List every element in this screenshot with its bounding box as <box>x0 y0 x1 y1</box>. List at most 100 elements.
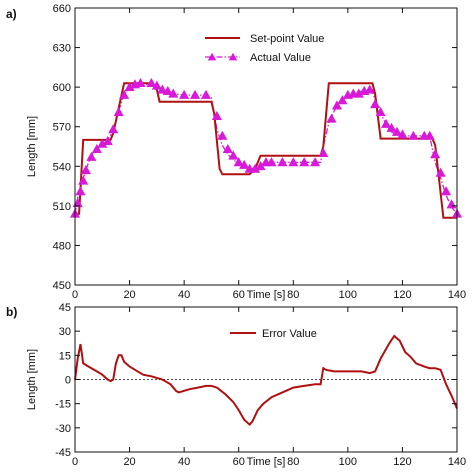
legend-marker-actual <box>228 52 238 61</box>
data-point-actual <box>233 157 244 167</box>
data-point-actual <box>430 149 441 159</box>
x-tick-label: 40 <box>178 456 190 468</box>
data-point-actual <box>91 143 102 153</box>
data-point-actual <box>162 85 173 95</box>
y-tick-label: 45 <box>59 302 71 314</box>
data-point-actual <box>86 151 97 161</box>
data-point-actual <box>441 186 452 196</box>
x-tick-label: 20 <box>123 456 135 468</box>
data-point-actual <box>370 99 381 109</box>
data-point-actual <box>397 129 408 139</box>
data-point-actual <box>179 89 190 99</box>
panel-b-y-axis-label: Length [mm] <box>26 349 38 410</box>
panel-a-x-ticks: 0 20 40 60 80 100 120 140 <box>72 8 466 301</box>
data-point-actual <box>386 122 397 132</box>
x-tick-label: 80 <box>287 289 299 301</box>
legend-label-actual: Actual Value <box>250 52 311 64</box>
y-tick-label: -45 <box>55 447 71 459</box>
x-tick-label: 40 <box>178 289 190 301</box>
x-tick-label: 0 <box>72 456 78 468</box>
data-point-actual <box>108 124 119 134</box>
data-point-actual <box>337 95 348 105</box>
panel-b-x-axis-label: Time [s] <box>247 456 286 468</box>
legend-marker-actual <box>207 52 217 61</box>
data-point-actual <box>75 186 86 196</box>
data-point-actual <box>135 77 146 88</box>
data-point-actual <box>119 89 130 99</box>
data-point-actual <box>381 118 392 128</box>
data-point-actual <box>200 89 212 99</box>
data-point-actual <box>326 113 337 123</box>
data-point-actual <box>318 147 329 157</box>
x-tick-label: 60 <box>233 289 245 301</box>
panel-a-frame <box>74 7 458 286</box>
x-tick-label: 120 <box>393 456 411 468</box>
data-point-actual <box>391 126 403 136</box>
panel-b-plot-area <box>74 334 458 427</box>
y-tick-label: 630 <box>53 43 71 55</box>
panel-a-y-ticks: 450 480 510 540 570 600 630 660 <box>53 3 457 292</box>
y-tick-label: 600 <box>53 82 71 94</box>
panel-b-legend: Error Value <box>230 328 317 340</box>
data-point-actual <box>72 197 83 208</box>
data-point-actual <box>222 143 233 153</box>
panel-b-label: b) <box>6 305 17 319</box>
y-tick-label: 510 <box>53 201 71 213</box>
panel-b-x-ticks: 0 20 40 60 80 100 120 140 <box>72 307 466 468</box>
data-point-actual <box>375 106 386 117</box>
y-tick-label: 15 <box>59 350 71 362</box>
data-point-actual <box>102 135 113 146</box>
data-point-actual <box>424 130 435 140</box>
y-tick-label: 540 <box>53 161 71 173</box>
data-point-actual <box>211 110 222 121</box>
data-point-actual <box>331 100 342 110</box>
series-line-error <box>74 334 458 427</box>
y-tick-label: -15 <box>55 399 71 411</box>
x-tick-label: 120 <box>393 289 411 301</box>
y-tick-label: 660 <box>53 3 71 15</box>
x-tick-label: 140 <box>448 456 466 468</box>
data-point-actual <box>364 84 375 94</box>
y-tick-label: 0 <box>65 375 71 387</box>
x-tick-label: 100 <box>339 289 357 301</box>
data-point-actual <box>217 130 228 140</box>
x-tick-label: 140 <box>448 289 466 301</box>
legend-label-setpoint: Set-point Value <box>250 33 324 45</box>
data-point-actual <box>266 157 277 167</box>
panel-a: a) 0 20 40 60 80 100 120 140 450 480 510 540 570 600… <box>6 3 466 301</box>
data-point-actual <box>113 106 124 117</box>
y-tick-label: 480 <box>53 240 71 252</box>
data-point-actual <box>299 157 310 167</box>
data-point-actual <box>408 130 419 140</box>
panel-b: b) 0 20 40 60 80 100 120 140 -45 -30 -15 0 15 30 45 T… <box>6 302 466 468</box>
data-point-actual <box>190 89 201 99</box>
x-tick-label: 80 <box>287 456 299 468</box>
x-tick-label: 0 <box>72 289 78 301</box>
x-tick-label: 20 <box>123 289 135 301</box>
y-tick-label: 450 <box>53 280 71 292</box>
panel-a-plot-area <box>69 77 463 219</box>
series-line-actual <box>74 82 458 215</box>
y-tick-label: 30 <box>59 326 71 338</box>
data-point-actual <box>78 175 89 185</box>
data-point-actual <box>228 150 239 160</box>
data-point-actual <box>446 199 457 209</box>
data-point-actual <box>157 84 168 94</box>
data-point-actual <box>168 88 179 98</box>
legend-label-error: Error Value <box>262 328 317 340</box>
panel-a-label: a) <box>6 7 17 21</box>
data-point-actual <box>288 157 299 167</box>
data-point-actual <box>146 77 157 88</box>
y-tick-label: -30 <box>55 423 71 435</box>
series-line-setpoint <box>75 82 457 219</box>
y-tick-label: 570 <box>53 122 71 134</box>
panel-b-y-ticks: -45 -30 -15 0 15 30 45 <box>55 302 457 459</box>
panel-a-y-axis-label: Length [mm] <box>26 116 38 177</box>
x-tick-label: 100 <box>339 456 357 468</box>
x-tick-label: 60 <box>233 456 245 468</box>
data-point-actual <box>277 157 288 167</box>
data-point-actual <box>239 159 250 169</box>
panel-a-legend: Set-point Value Actual Value <box>205 33 324 64</box>
data-point-actual <box>80 165 91 175</box>
